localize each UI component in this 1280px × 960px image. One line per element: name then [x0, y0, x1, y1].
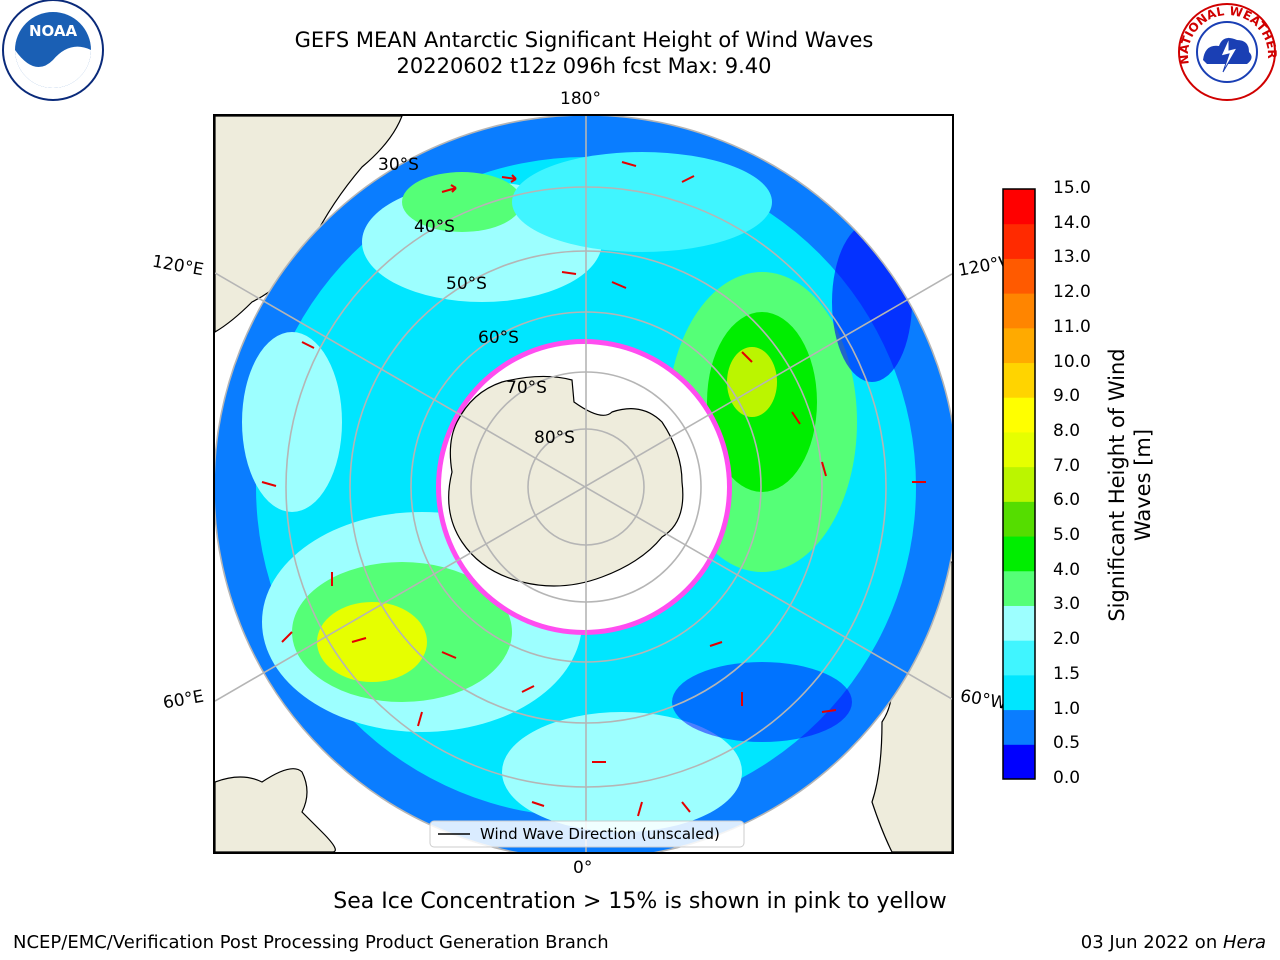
colorbar-cell — [1003, 293, 1035, 329]
wave-arrow — [621, 161, 637, 167]
colorbar-tick-label: 12.0 — [1053, 282, 1091, 303]
colorbar-cell — [1003, 327, 1035, 364]
sea-ice-note: Sea Ice Concentration > 15% is shown in … — [333, 889, 947, 914]
wave-arrow — [791, 411, 801, 425]
map-legend: Wind Wave Direction (unscaled) — [429, 820, 745, 848]
colorbar-cell — [1003, 189, 1035, 225]
colorbar-cell — [1003, 536, 1035, 572]
colorbar-tick-label: 1.0 — [1053, 698, 1081, 719]
lat-label-70s: 70°S — [506, 378, 547, 398]
colorbar-tick-label: 0.5 — [1053, 733, 1081, 754]
wave-arrow — [351, 637, 367, 643]
lat-label-60s: 60°S — [478, 328, 519, 348]
colorbar-tick-label: 2.0 — [1053, 629, 1081, 650]
wave-arrow — [281, 631, 293, 643]
footer-system: Hera — [1222, 932, 1266, 953]
colorbar-tick-label: 10.0 — [1053, 351, 1091, 372]
chart-title: GEFS MEAN Antarctic Significant Height o… — [294, 28, 874, 52]
colorbar-tick-label: 1.5 — [1053, 663, 1081, 684]
wave-arrow — [441, 184, 457, 193]
colorbar-cell — [1003, 674, 1035, 711]
wave-arrow — [681, 175, 695, 183]
wave-arrow — [561, 271, 577, 275]
map-panel: 30°S 40°S 50°S 60°S 70°S 80°S — [213, 114, 954, 854]
chart-subtitle: 20220602 t12z 096h fcst Max: 9.40 — [396, 54, 772, 78]
lat-label-40s: 40°S — [414, 217, 455, 237]
wave-arrow — [709, 641, 723, 647]
colorbar-cell — [1003, 640, 1035, 676]
graticule — [215, 116, 952, 852]
lon-label-60e: 60°E — [161, 686, 206, 714]
lon-label-120e: 120°E — [150, 251, 206, 281]
wave-arrow — [417, 711, 423, 727]
colorbar-tick-label: 8.0 — [1053, 420, 1081, 441]
colorbar-tick-label: 15.0 — [1053, 178, 1091, 198]
colorbar-cell — [1003, 744, 1035, 780]
wave-arrow — [261, 481, 277, 487]
footer-date: 03 Jun 2022 on Hera — [1081, 932, 1266, 953]
lat-label-80s: 80°S — [534, 428, 575, 448]
colorbar-tick-label: 4.0 — [1053, 559, 1081, 580]
land-antarctica — [448, 375, 684, 587]
nws-logo: NATIONAL WEATHER SERVICE — [1175, 0, 1279, 101]
colorbar-cell — [1003, 431, 1035, 468]
lat-label-30s: 30°S — [378, 155, 419, 175]
colorbar-cell — [1003, 362, 1035, 398]
wave-arrow — [531, 801, 545, 807]
footer-date-text: 03 Jun 2022 on — [1080, 932, 1223, 953]
colorbar-label: Significant Height of Wind Waves [m] — [1105, 348, 1155, 622]
colorbar-tick-label: 6.0 — [1053, 490, 1081, 511]
colorbar-cell — [1003, 605, 1035, 641]
lat-label-50s: 50°S — [446, 274, 487, 294]
colorbar-cell — [1003, 397, 1035, 433]
noaa-logo: NOAA — [2, 0, 104, 101]
wind-wave-arrows — [261, 161, 926, 817]
wave-arrow — [441, 651, 457, 659]
colorbar-tick-label: 0.0 — [1053, 768, 1081, 788]
wave-arrow — [637, 801, 643, 817]
colorbar-tick-label: 13.0 — [1053, 247, 1091, 268]
wave-arrow — [501, 174, 517, 183]
lon-label-0: 0° — [573, 858, 593, 878]
wave-arrow — [681, 801, 691, 813]
colorbar-cell — [1003, 709, 1035, 745]
land-africa-south — [215, 768, 336, 852]
lon-label-180: 180° — [560, 89, 601, 109]
colorbar-tick-label: 9.0 — [1053, 386, 1081, 407]
colorbar-cell — [1003, 223, 1035, 259]
wave-max-region — [317, 602, 427, 682]
colorbar-cell — [1003, 570, 1035, 606]
wave-arrow — [521, 685, 535, 693]
colorbar-tick-label: 14.0 — [1053, 212, 1091, 233]
colorbar-tick-label: 3.0 — [1053, 594, 1081, 615]
footer-branch: NCEP/EMC/Verification Post Processing Pr… — [13, 932, 609, 953]
colorbar-tick-label: 11.0 — [1053, 316, 1091, 337]
wave-arrow — [821, 709, 837, 713]
colorbar-tick-label: 5.0 — [1053, 525, 1081, 546]
wave-arrow — [611, 281, 627, 289]
wave-arrow — [821, 461, 827, 477]
legend-label: Wind Wave Direction (unscaled) — [480, 825, 720, 843]
colorbar-tick-label: 7.0 — [1053, 455, 1081, 476]
colorbar-cell — [1003, 258, 1035, 294]
noaa-logo-text: NOAA — [29, 22, 78, 40]
colorbar-cell — [1003, 466, 1035, 502]
wave-arrow — [301, 341, 315, 349]
colorbar — [1002, 188, 1036, 780]
polar-map: 30°S 40°S 50°S 60°S 70°S 80°S — [215, 116, 952, 852]
colorbar-cell — [1003, 501, 1035, 537]
wave-arrow — [741, 351, 753, 363]
